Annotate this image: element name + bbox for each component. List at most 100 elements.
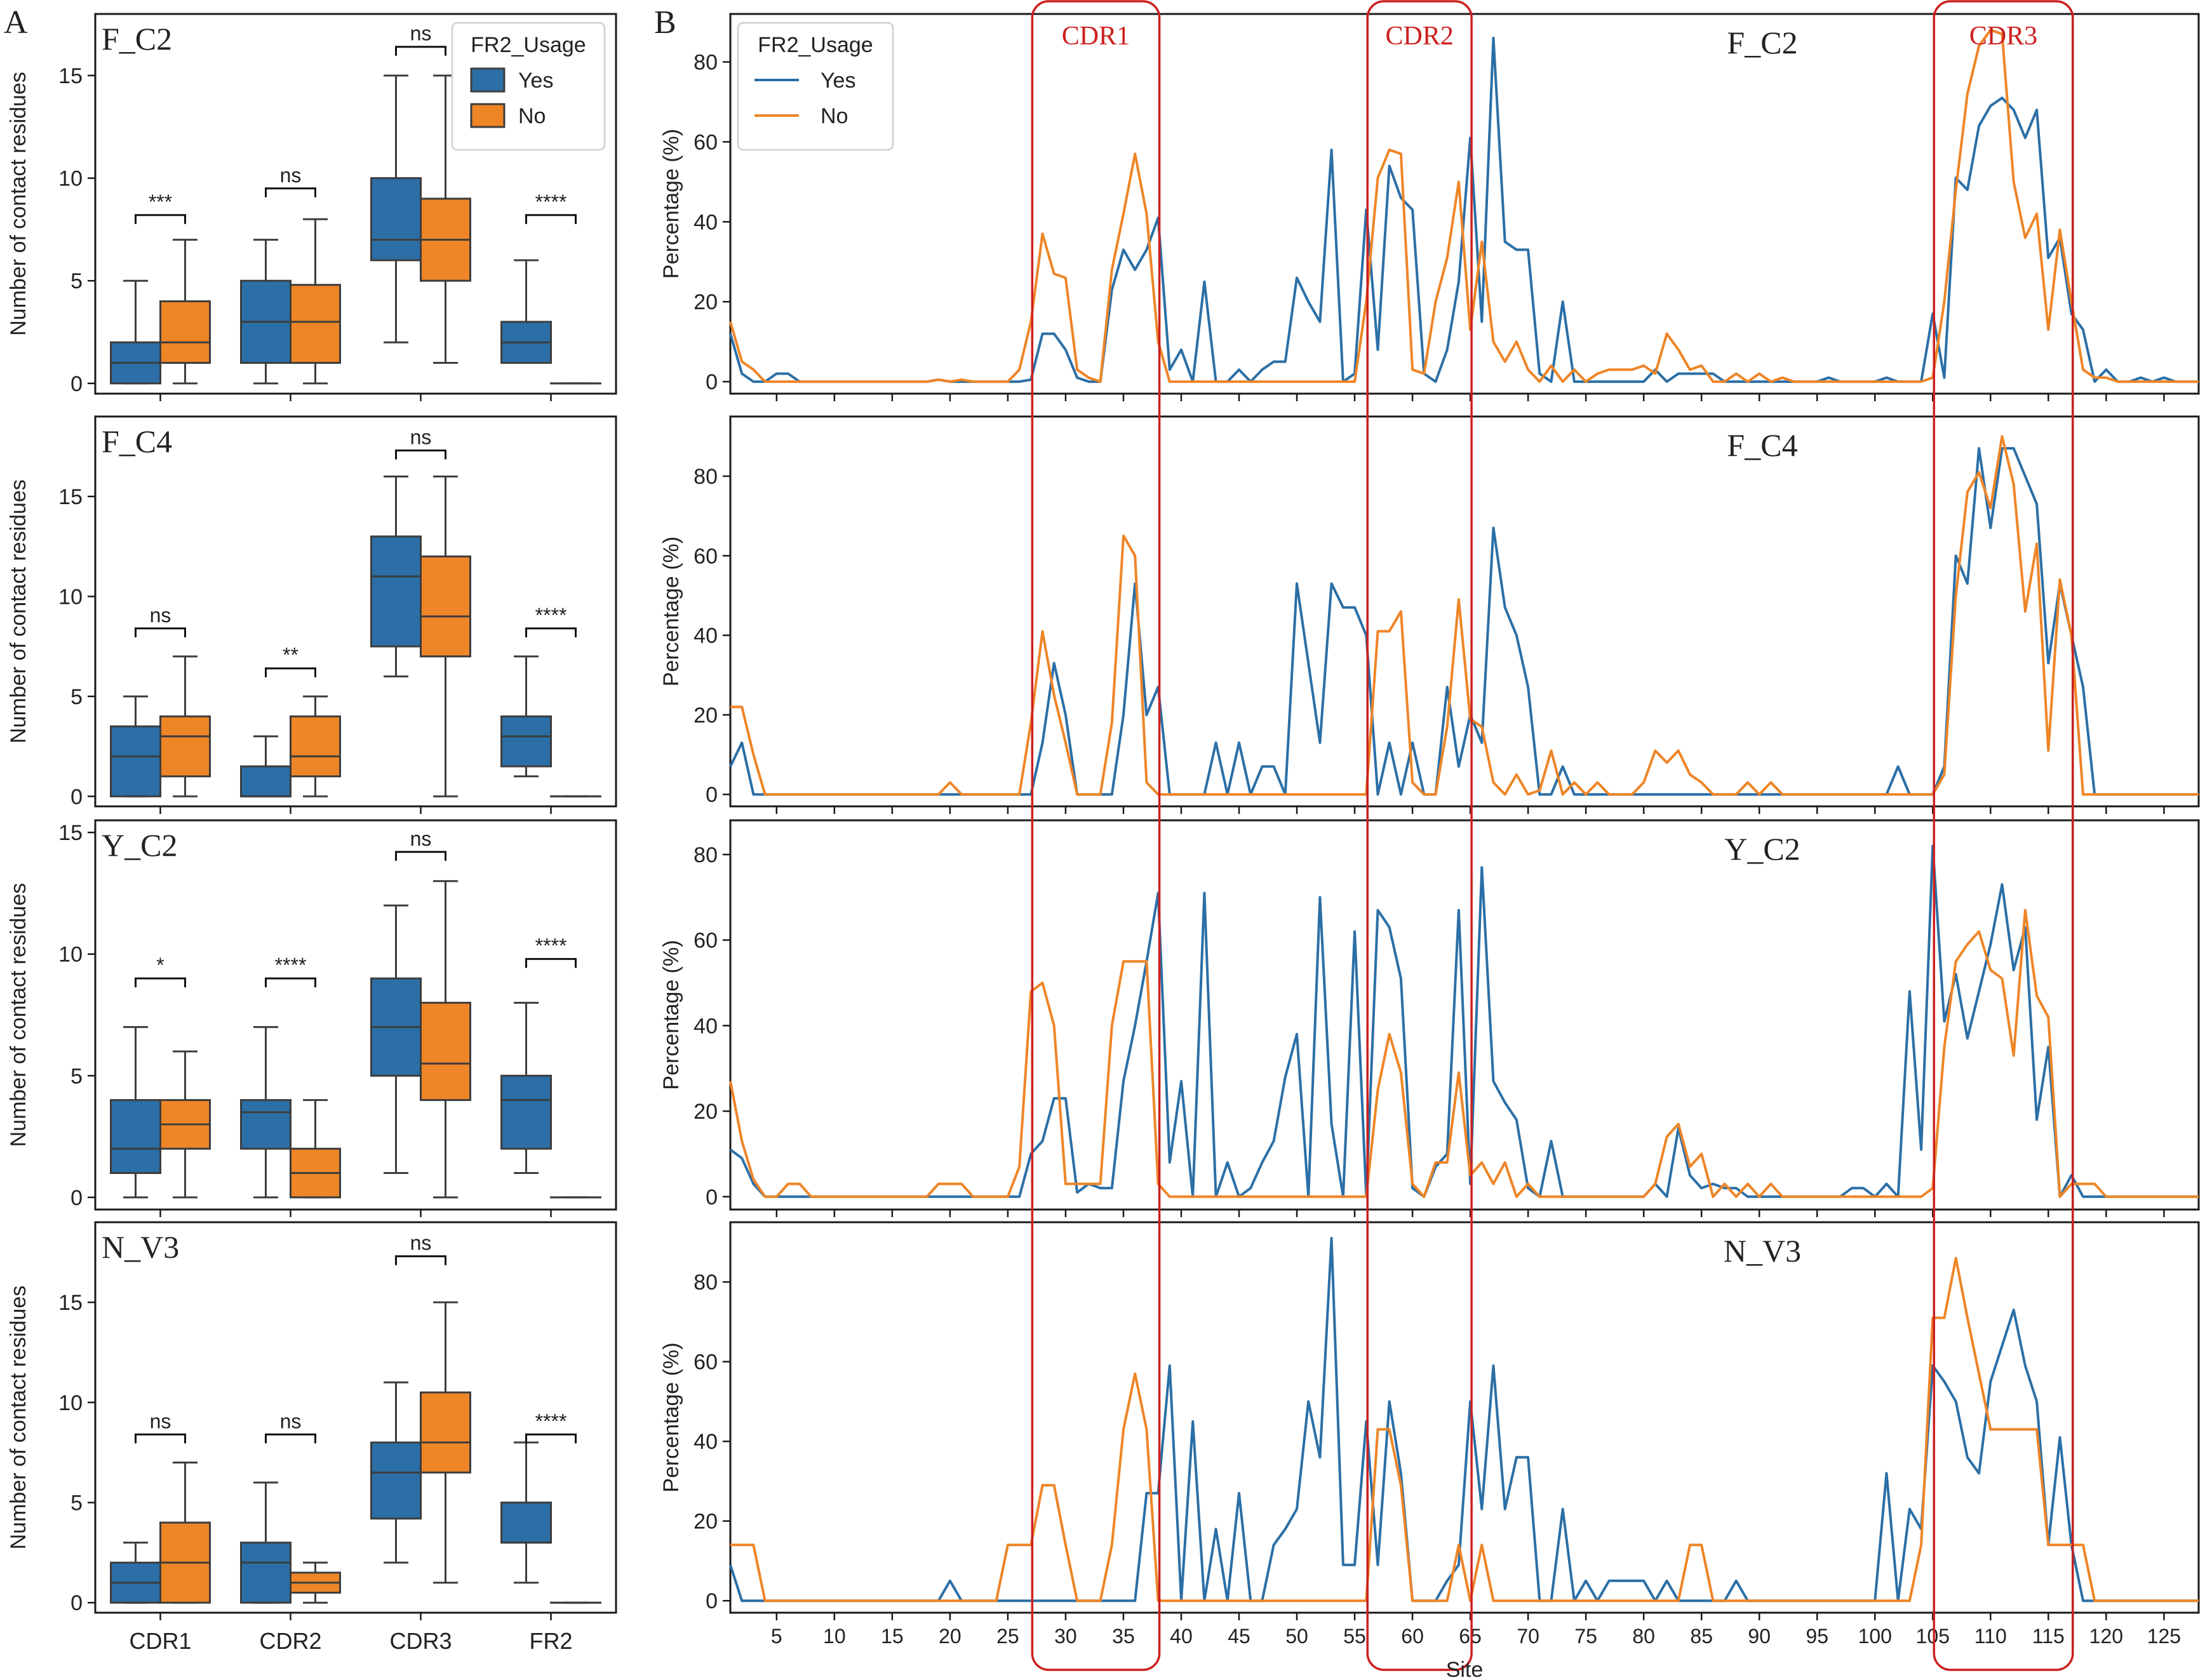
legend-yes-label: Yes [821, 69, 855, 93]
line-panel-f_c2: F_C2 0 20 40 60 80 Percentage (%) FR2_Usage Yes N… [659, 13, 2200, 401]
y-tick-label: 0 [706, 1589, 718, 1613]
significance-bracket [395, 851, 446, 861]
cdr-label-cdr3: CDR3 [1969, 22, 2037, 51]
cdr-region-overlay: CDR1 CDR2 CDR3 [1031, 0, 2074, 1671]
box-body [110, 1099, 161, 1175]
box-no-cdr1 [159, 1461, 211, 1604]
legend-title: FR2_Usage [471, 33, 586, 57]
y-tick-label: 60 [694, 1350, 718, 1375]
box-panel-title: F_C4 [102, 423, 172, 459]
box-body [370, 535, 422, 648]
series-line-yes [729, 1237, 2199, 1603]
line-panel-title: F_C2 [1727, 25, 1797, 60]
x-tick-label: 105 [1916, 1625, 1950, 1648]
panel-label-a: A [4, 4, 28, 41]
box-body [500, 1074, 552, 1150]
box-yes-cdr1 [110, 1542, 161, 1604]
y-tick-label: 10 [58, 167, 83, 191]
series-line-yes [729, 844, 2199, 1198]
y-tick-label: 40 [694, 210, 718, 234]
box-no-cdr2 [290, 218, 341, 385]
box-body [240, 1099, 292, 1150]
box-body [420, 1001, 471, 1102]
box-panel-title: Y_C2 [102, 827, 177, 863]
significance-label: * [156, 954, 164, 977]
y-tick-label: 0 [706, 370, 718, 394]
box-yes-fr2 [500, 655, 552, 778]
box-panel-f_c4: F_C4 0 5 10 15 Number of contact residues ns **… [6, 415, 617, 814]
box-body [500, 715, 552, 768]
y-tick-label: 0 [70, 1186, 83, 1210]
y-tick-label: 60 [694, 544, 718, 568]
x-tick-label: 40 [1170, 1625, 1193, 1648]
box-legend: FR2_Usage Yes No [451, 22, 606, 151]
box-ylabel: Number of contact residues [6, 883, 30, 1147]
x-tick-label: 10 [823, 1625, 846, 1648]
box-ylabel: Number of contact residues [6, 72, 30, 336]
y-tick-label: 60 [694, 130, 718, 154]
y-tick-label: 20 [694, 290, 718, 314]
box-body [500, 1502, 552, 1544]
significance-bracket [265, 977, 316, 988]
box-no-cdr3 [420, 475, 471, 797]
legend-yes-swatch [470, 67, 506, 93]
significance-bracket [135, 1433, 186, 1444]
line-panel-n_v3: N_V3 0 20 40 60 80 Percentage (%) 5 10 15 20 25 30 35… [659, 1221, 2200, 1648]
box-body [240, 765, 292, 797]
y-tick-label: 10 [58, 585, 83, 609]
line-panel-title: F_C4 [1727, 427, 1797, 463]
line-panel-frame [729, 13, 2200, 395]
x-tick-label-cdr1: CDR1 [129, 1628, 191, 1654]
line-ylabel: Percentage (%) [659, 1342, 683, 1492]
box-panel-frame [94, 1221, 617, 1614]
significance-label: ns [410, 1232, 432, 1255]
significance-label: ns [150, 604, 171, 627]
box-yes-cdr2 [240, 735, 292, 797]
box-panel-frame [94, 819, 617, 1211]
x-tick-label: 35 [1112, 1625, 1135, 1648]
cdr-region-cdr3 [1933, 0, 2074, 1671]
legend-frame [737, 22, 894, 151]
significance-bracket [265, 187, 316, 197]
x-tick-label-cdr2: CDR2 [259, 1628, 321, 1654]
box-no-cdr2 [290, 1099, 341, 1199]
significance-bracket [395, 46, 446, 56]
y-tick-label: 40 [694, 1014, 718, 1038]
significance-label: ns [410, 827, 432, 850]
box-body [159, 715, 211, 778]
y-tick-label: 5 [70, 269, 83, 293]
series-line-no [730, 1257, 2199, 1603]
y-tick-label: 80 [694, 1270, 718, 1295]
box-no-cdr3 [420, 1301, 471, 1584]
significance-label: ns [150, 1410, 171, 1432]
significance-bracket [135, 627, 186, 637]
y-tick-label: 10 [58, 943, 83, 967]
significance-bracket [525, 1433, 577, 1444]
y-tick-label: 20 [694, 1510, 718, 1534]
x-tick-label: 5 [771, 1625, 782, 1648]
box-body [370, 1441, 422, 1520]
x-tick-label: 85 [1690, 1625, 1713, 1648]
line-ylabel: Percentage (%) [659, 129, 683, 279]
significance-bracket [135, 977, 186, 988]
series-line-no [730, 435, 2199, 796]
line-plot-panels: F_C2 0 20 40 60 80 Percentage (%) FR2_Usage Yes N… [659, 13, 2200, 1648]
x-tick-label: 50 [1285, 1625, 1308, 1648]
significance-label: **** [535, 934, 567, 957]
box-ylabel: Number of contact residues [6, 479, 30, 743]
x-tick-label: 65 [1459, 1625, 1482, 1648]
line-panel-y_c2: Y_C2 0 20 40 60 80 Percentage (%) [659, 819, 2200, 1217]
legend-yes-label: Yes [518, 69, 553, 93]
cdr-label-cdr1: CDR1 [1062, 22, 1130, 51]
y-tick-label: 0 [70, 1591, 83, 1615]
box-panel-title: F_C2 [102, 21, 172, 57]
line-panel-frame [729, 1221, 2200, 1614]
x-tick-label: 30 [1054, 1625, 1077, 1648]
box-yes-cdr3 [370, 904, 422, 1175]
box-yes-cdr2 [240, 1026, 292, 1199]
series-line-yes [729, 447, 2199, 796]
y-tick-label: 80 [694, 465, 718, 489]
y-tick-label: 0 [706, 1185, 718, 1210]
